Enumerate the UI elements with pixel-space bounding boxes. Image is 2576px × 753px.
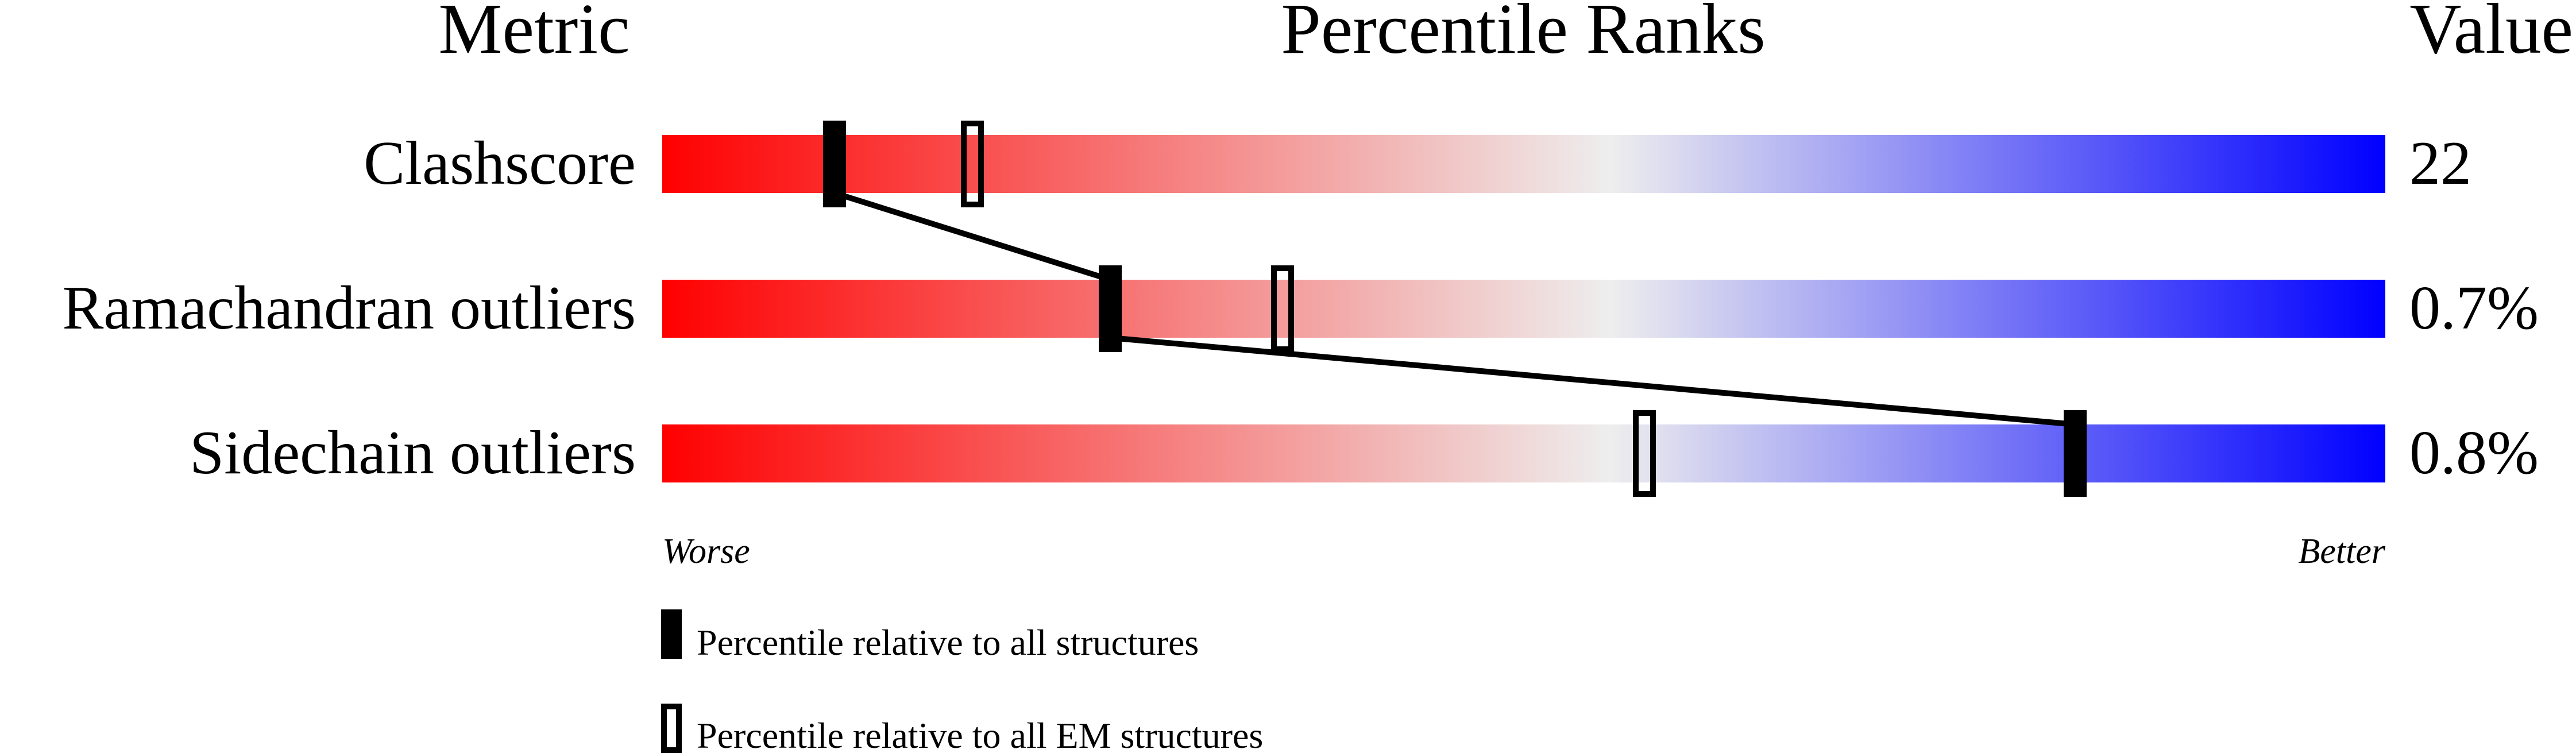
metric-label: Ramachandran outliers	[62, 274, 636, 342]
legend-all-label: Percentile relative to all structures	[697, 622, 1199, 663]
header-metric: Metric	[438, 0, 629, 69]
percentile-bar	[662, 280, 2385, 338]
legend-em-marker	[661, 704, 682, 753]
axis-label-better: Better	[2299, 532, 2386, 571]
header-value: Value	[2409, 0, 2573, 69]
all-percentile-marker	[823, 121, 846, 207]
percentile-bar	[662, 135, 2385, 193]
em-percentile-marker	[1271, 265, 1294, 352]
connector-line	[833, 190, 1111, 283]
metric-value: 22	[2409, 129, 2471, 198]
header-percentile-ranks: Percentile Ranks	[1281, 0, 1766, 69]
em-percentile-marker	[961, 121, 984, 207]
all-percentile-marker	[2064, 410, 2087, 497]
legend-em-label: Percentile relative to all EM structures	[697, 715, 1263, 753]
metric-value: 0.7%	[2409, 274, 2539, 342]
legend-all-marker	[661, 609, 682, 659]
metric-label: Clashscore	[364, 129, 636, 198]
axis-label-worse: Worse	[662, 532, 750, 571]
percentile-bar	[662, 424, 2385, 482]
metric-label: Sidechain outliers	[190, 419, 636, 487]
all-percentile-marker	[1099, 265, 1122, 352]
em-percentile-marker	[1633, 410, 1656, 497]
metric-value: 0.8%	[2409, 419, 2539, 487]
connector-line	[1110, 335, 2076, 427]
